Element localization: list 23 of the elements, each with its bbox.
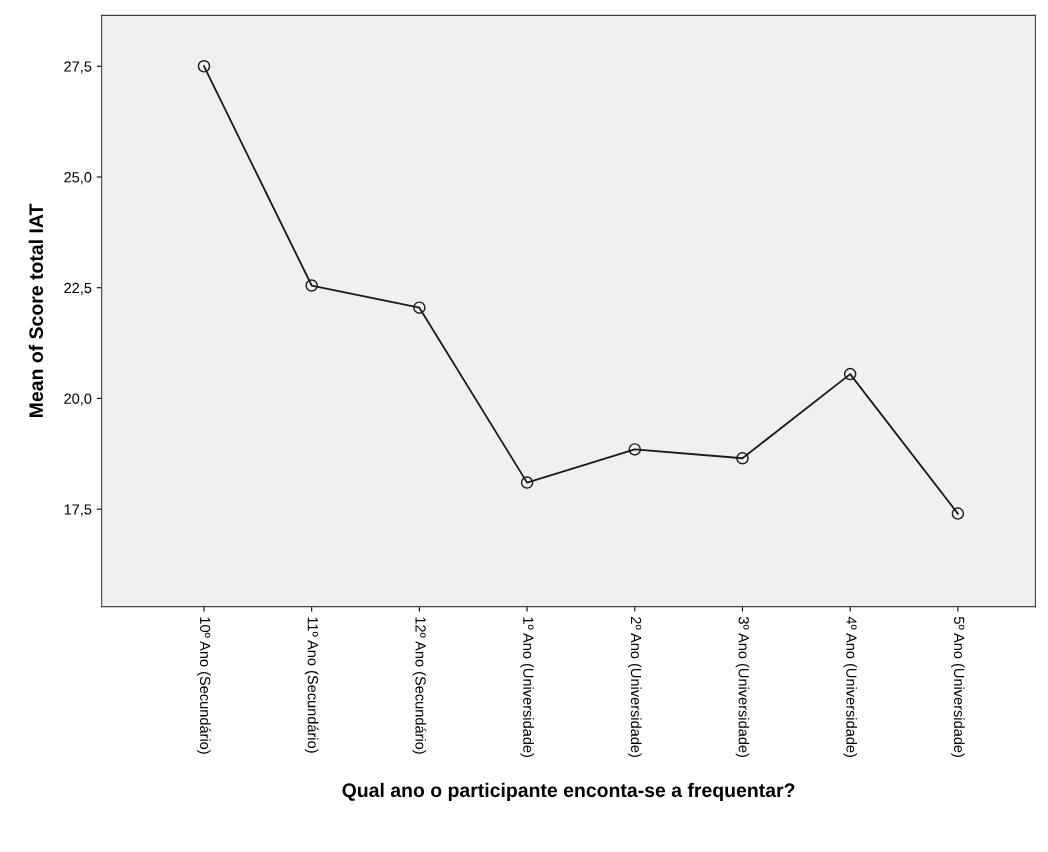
- y-tick-label: 20,0: [64, 393, 92, 406]
- x-tick-label: 12º Ano (Secundário): [412, 617, 427, 754]
- y-tick-label: 22,5: [64, 282, 92, 295]
- x-tick-label: 3º Ano (Universidade): [735, 616, 750, 757]
- y-tick-label: 17,5: [64, 504, 92, 517]
- x-axis-title: Qual ano o participante enconta-se a frequentar?: [342, 782, 795, 801]
- point: [843, 367, 857, 381]
- x-tick-label: 10º Ano (Secundário): [197, 617, 211, 754]
- x-tick-label: 1º Ano (Universidade): [520, 617, 534, 757]
- x-tick-label: 5º Ano (Universidade): [951, 616, 965, 757]
- x-tick-label: 4º Ano (Universidade): [843, 616, 857, 757]
- point: [736, 451, 749, 465]
- x-tick-label: 2º Ano (Universidade): [627, 617, 642, 757]
- point: [197, 60, 211, 73]
- point: [628, 443, 642, 456]
- y-tick-label: 27,5: [64, 61, 92, 74]
- x-tick-label: 11º Ano (Secundário): [304, 617, 319, 753]
- point: [413, 301, 426, 314]
- point: [951, 507, 965, 520]
- point: [305, 279, 318, 292]
- point: [520, 476, 534, 489]
- y-tick-label: 25,0: [64, 172, 92, 185]
- y-axis-title: Mean of Score total IAT: [28, 203, 44, 417]
